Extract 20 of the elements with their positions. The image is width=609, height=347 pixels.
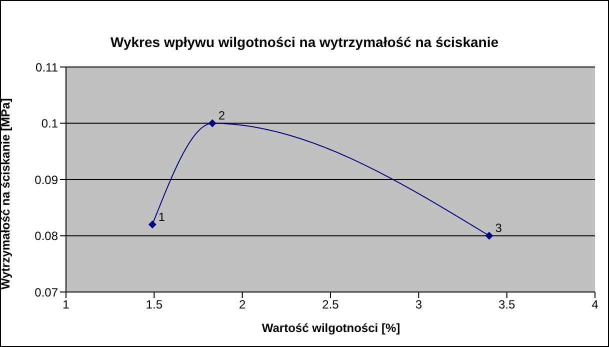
y-tick-label: 0.07 (34, 285, 58, 300)
x-axis-title: Wartość wilgotności [%] (260, 321, 402, 335)
x-tick-label: 3 (415, 298, 422, 312)
y-tick-label: 0.11 (36, 60, 58, 74)
x-tick-label: 1.5 (146, 298, 163, 312)
x-tick-label: 4 (592, 298, 599, 312)
point (208, 119, 216, 128)
point (485, 232, 494, 240)
y-tick-label: 0.08 (34, 229, 58, 244)
y-tick-label: 0.1 (41, 116, 58, 131)
annotation: 1 (158, 210, 166, 224)
x-tick-label: 2 (238, 298, 246, 312)
x-tick-label: 3.5 (498, 298, 516, 312)
x-tick-label: 2.5 (322, 298, 340, 312)
y-tick-label: 0.09 (34, 172, 58, 187)
chart-title: Wykres wpływu wilgotności na wytrzymałość na ściskanie (110, 34, 500, 50)
point (148, 220, 156, 228)
annotation: 3 (495, 221, 502, 236)
x-tick-label: 1 (62, 298, 70, 312)
annotation: 2 (218, 108, 226, 123)
